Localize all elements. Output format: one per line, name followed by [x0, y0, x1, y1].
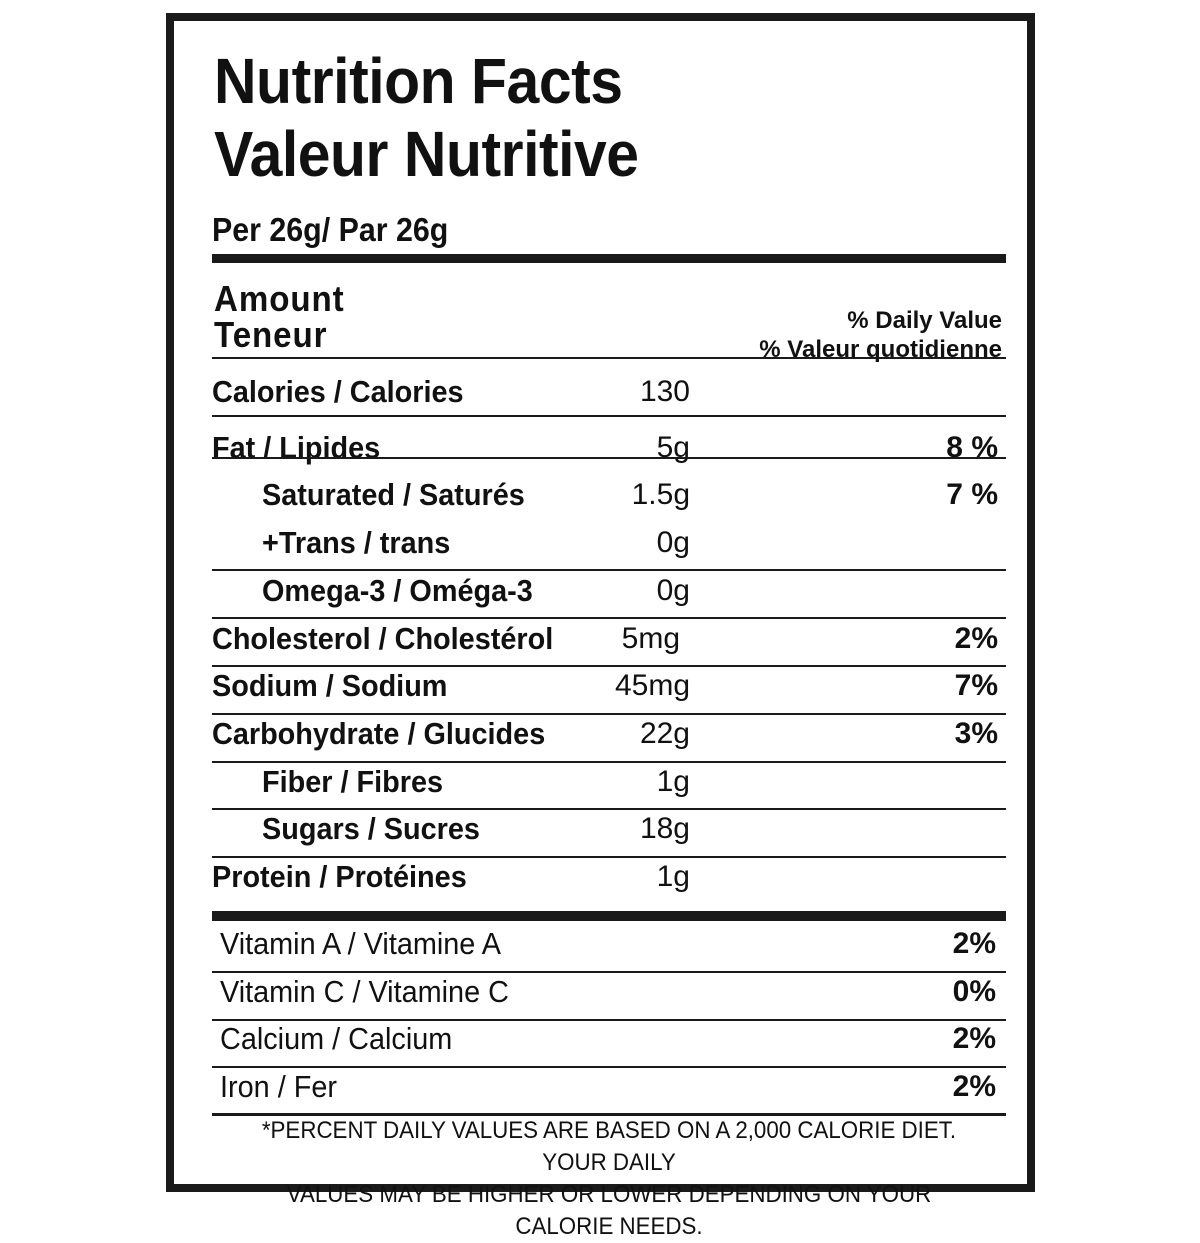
vitamin-label: Calcium / Calcium — [220, 1021, 453, 1056]
divider-line — [212, 569, 1006, 571]
serving-size: Per 26g/ Par 26g — [212, 211, 449, 248]
nutrient-row-sugars: Sugars / Sucres 18g — [212, 804, 1006, 851]
nutrient-label: Calories / Calories — [212, 374, 464, 409]
nutrient-row-protein: Protein / Protéines 1g — [212, 852, 1006, 899]
nutrient-label: Sodium / Sodium — [212, 668, 448, 703]
nutrient-amount: 1g — [656, 860, 690, 893]
nutrient-daily-value: 2% — [954, 622, 998, 655]
divider-line — [212, 808, 1006, 810]
nutrient-amount: 45mg — [614, 669, 690, 702]
nutrient-daily-value: 7 % — [946, 478, 998, 511]
divider-line — [212, 713, 1006, 715]
nutrient-amount: 22g — [639, 717, 690, 750]
divider-line — [212, 415, 1006, 417]
amount-header: Amount Teneur — [214, 281, 345, 353]
divider-line — [212, 971, 1006, 973]
nutrient-amount: 5g — [656, 431, 690, 464]
footnote: *PERCENT DAILY VALUES ARE BASED ON A 2,0… — [240, 1115, 978, 1243]
nutrient-row-cholesterol: Cholesterol / Cholestérol 5mg 2% — [212, 614, 1006, 661]
vitamin-label: Iron / Fer — [220, 1069, 337, 1104]
thick-divider-top — [212, 254, 1006, 263]
vitamin-row-iron: Iron / Fer 2% — [212, 1062, 1006, 1110]
nutrient-label: Cholesterol / Cholestérol — [212, 621, 554, 656]
amount-label-en: Amount — [214, 278, 345, 319]
divider-line — [212, 1113, 1006, 1116]
divider-line — [212, 665, 1006, 667]
nutrient-label: Fiber / Fibres — [262, 764, 444, 799]
daily-value-label-en: % Daily Value — [847, 307, 1002, 334]
nutrient-row-trans: +Trans / trans 0g — [212, 518, 1006, 565]
nutrient-row-calories: Calories / Calories 130 — [212, 367, 1006, 414]
divider-line — [212, 761, 1006, 763]
thick-divider-bottom — [212, 911, 1006, 921]
nutrient-amount: 18g — [639, 812, 690, 845]
vitamin-daily-value: 0% — [952, 975, 996, 1008]
divider-line — [212, 1066, 1006, 1068]
nutrient-daily-value: 7% — [954, 669, 998, 702]
nutrient-label: Fat / Lipides — [212, 430, 381, 465]
vitamin-row-calcium: Calcium / Calcium 2% — [212, 1014, 1006, 1062]
vitamin-label: Vitamin C / Vitamine C — [220, 974, 509, 1009]
divider-line — [212, 1019, 1006, 1021]
nutrient-daily-value: 3% — [954, 717, 998, 750]
divider-line — [212, 617, 1006, 619]
nutrient-label: Sugars / Sucres — [262, 811, 480, 846]
vitamin-daily-value: 2% — [952, 1022, 996, 1055]
vitamin-daily-value: 2% — [952, 1070, 996, 1103]
divider-line — [212, 357, 1006, 359]
nutrient-label: +Trans / trans — [262, 525, 451, 560]
daily-value-label-fr: % Valeur quotidienne — [759, 336, 1002, 363]
nutrient-amount: 1.5g — [631, 478, 690, 511]
divider-line — [212, 457, 1006, 459]
nutrient-amount: 0g — [656, 574, 690, 607]
footnote-line-1: *PERCENT DAILY VALUES ARE BASED ON A 2,0… — [261, 1117, 957, 1176]
vitamin-row-c: Vitamin C / Vitamine C 0% — [212, 967, 1006, 1015]
nutrient-row-fat: Fat / Lipides 5g 8 % — [212, 423, 1006, 470]
vitamin-label: Vitamin A / Vitamine A — [220, 926, 502, 961]
nutrient-row-carbohydrate: Carbohydrate / Glucides 22g 3% — [212, 709, 1006, 756]
vitamin-row-a: Vitamin A / Vitamine A 2% — [212, 919, 1006, 967]
nutrient-label: Omega-3 / Oméga-3 — [262, 573, 533, 608]
nutrient-daily-value: 8 % — [946, 431, 998, 464]
nutrient-row-fiber: Fiber / Fibres 1g — [212, 757, 1006, 804]
nutrient-row-omega3: Omega-3 / Oméga-3 0g — [212, 566, 1006, 613]
amount-label-fr: Teneur — [214, 314, 328, 355]
title-english: Nutrition Facts — [214, 45, 623, 117]
vitamin-daily-value: 2% — [952, 927, 996, 960]
nutrient-label: Saturated / Saturés — [262, 477, 525, 512]
nutrient-amount: 0g — [656, 526, 690, 559]
nutrient-amount: 5mg — [621, 622, 680, 655]
title-french: Valeur Nutritive — [214, 118, 639, 190]
nutrient-row-saturated: Saturated / Saturés 1.5g 7 % — [212, 470, 1006, 517]
daily-value-header: % Daily Value % Valeur quotidienne — [759, 306, 1002, 364]
nutrient-amount: 1g — [656, 765, 690, 798]
nutrient-row-sodium: Sodium / Sodium 45mg 7% — [212, 661, 1006, 708]
nutrient-label: Carbohydrate / Glucides — [212, 716, 546, 751]
nutrient-amount: 130 — [639, 375, 690, 408]
divider-line — [212, 856, 1006, 858]
nutrition-facts-panel: Nutrition Facts Valeur Nutritive Per 26g… — [166, 13, 1035, 1240]
nutrient-label: Protein / Protéines — [212, 859, 467, 894]
footnote-line-2: VALUES MAY BE HIGHER OR LOWER DEPENDING … — [286, 1181, 932, 1240]
